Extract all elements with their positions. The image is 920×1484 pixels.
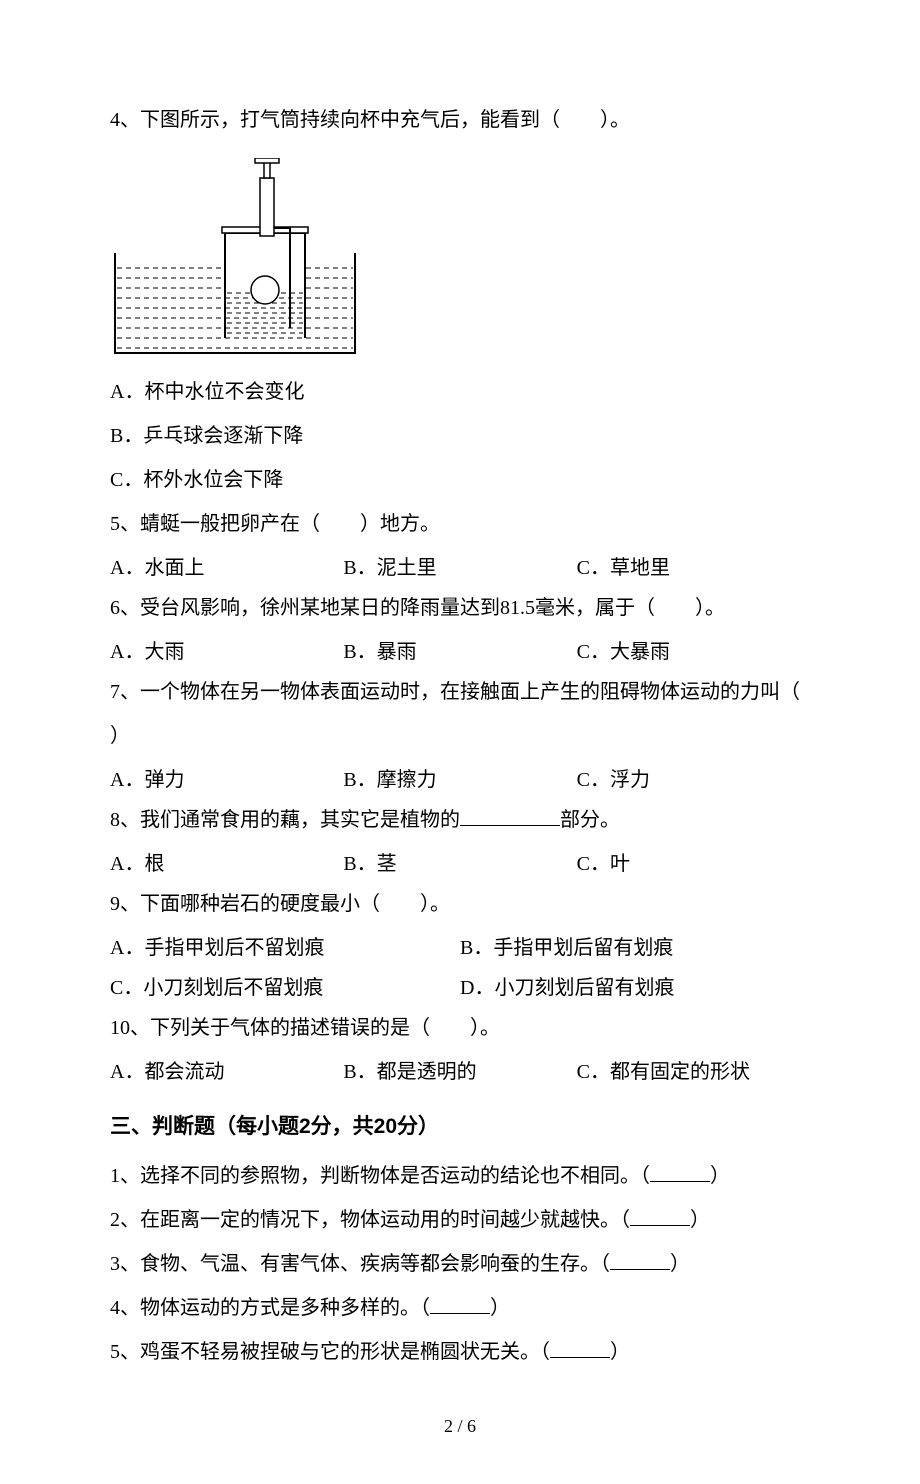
judge-5: 5、鸡蛋不轻易被捏破与它的形状是椭圆状无关。（ ） — [110, 1332, 810, 1372]
judge-3-close: ） — [670, 1253, 690, 1275]
q8-opt-a: A．根 — [110, 844, 343, 884]
q6-options: A．大雨 B．暴雨 C．大暴雨 — [110, 632, 810, 672]
judge-3-blank — [610, 1250, 670, 1270]
q6-stem: 6、受台风影响，徐州某地某日的降雨量达到81.5毫米，属于（ ）。 — [110, 588, 810, 628]
q5-opt-a: A．水面上 — [110, 548, 343, 588]
q5-opt-c: C．草地里 — [577, 548, 810, 588]
judge-1-close: ） — [710, 1165, 730, 1187]
q10-opt-b: B．都是透明的 — [343, 1052, 576, 1092]
q8-stem-b: 部分。 — [560, 809, 620, 831]
q10-options: A．都会流动 B．都是透明的 C．都有固定的形状 — [110, 1052, 810, 1092]
q9-stem: 9、下面哪种岩石的硬度最小（ ）。 — [110, 884, 810, 924]
q6-opt-a: A．大雨 — [110, 632, 343, 672]
q10-opt-c: C．都有固定的形状 — [577, 1052, 810, 1092]
q5-options: A．水面上 B．泥土里 C．草地里 — [110, 548, 810, 588]
q9-opt-d: D．小刀刻划后留有划痕 — [460, 968, 810, 1008]
judge-2: 2、在距离一定的情况下，物体运动用的时间越少就越快。（ ） — [110, 1200, 810, 1240]
q7-opt-b: B．摩擦力 — [343, 760, 576, 800]
pump-cup-diagram — [110, 158, 360, 358]
q8-opt-b: B．茎 — [343, 844, 576, 884]
q9-opt-c: C．小刀刻划后不留划痕 — [110, 968, 460, 1008]
judge-2-blank — [630, 1206, 690, 1226]
q9-opt-b: B．手指甲划后留有划痕 — [460, 928, 810, 968]
q7-opt-c: C．浮力 — [577, 760, 810, 800]
q8-options: A．根 B．茎 C．叶 — [110, 844, 810, 884]
q4-figure — [110, 158, 810, 358]
judge-4-close: ） — [490, 1297, 510, 1319]
q7-stem-line2: ） — [110, 716, 810, 756]
q8-opt-c: C．叶 — [577, 844, 810, 884]
q7-stem-line1: 7、一个物体在另一物体表面运动时，在接触面上产生的阻碍物体运动的力叫（ — [110, 672, 810, 712]
q8-stem: 8、我们通常食用的藕，其实它是植物的 部分。 — [110, 800, 810, 840]
q7-opt-a: A．弹力 — [110, 760, 343, 800]
judge-3-text: 3、食物、气温、有害气体、疾病等都会影响蚕的生存。（ — [110, 1253, 610, 1275]
judge-1-text: 1、选择不同的参照物，判断物体是否运动的结论也不相同。（ — [110, 1165, 650, 1187]
q7-options: A．弹力 B．摩擦力 C．浮力 — [110, 760, 810, 800]
q4-stem: 4、下图所示，打气筒持续向杯中充气后，能看到（ ）。 — [110, 100, 810, 140]
q6-opt-b: B．暴雨 — [343, 632, 576, 672]
judge-4-blank — [430, 1294, 490, 1314]
q5-opt-b: B．泥土里 — [343, 548, 576, 588]
page-footer: 2 / 6 — [110, 1408, 810, 1444]
judge-2-text: 2、在距离一定的情况下，物体运动用的时间越少就越快。（ — [110, 1209, 630, 1231]
q4-opt-a: A．杯中水位不会变化 — [110, 372, 810, 412]
judge-2-close: ） — [690, 1209, 710, 1231]
q9-options: A．手指甲划后不留划痕 B．手指甲划后留有划痕 C．小刀刻划后不留划痕 D．小刀… — [110, 928, 810, 1008]
judge-4: 4、物体运动的方式是多种多样的。（ ） — [110, 1288, 810, 1328]
judge-3: 3、食物、气温、有害气体、疾病等都会影响蚕的生存。（ ） — [110, 1244, 810, 1284]
q6-opt-c: C．大暴雨 — [577, 632, 810, 672]
judge-1: 1、选择不同的参照物，判断物体是否运动的结论也不相同。（ ） — [110, 1156, 810, 1196]
q5-stem: 5、蜻蜓一般把卵产在（ ）地方。 — [110, 504, 810, 544]
q8-stem-a: 8、我们通常食用的藕，其实它是植物的 — [110, 809, 460, 831]
judge-5-blank — [550, 1338, 610, 1358]
judge-5-text: 5、鸡蛋不轻易被捏破与它的形状是椭圆状无关。（ — [110, 1341, 550, 1363]
q10-opt-a: A．都会流动 — [110, 1052, 343, 1092]
section-3-heading: 三、判断题（每小题2分，共20分） — [110, 1106, 810, 1148]
judge-5-close: ） — [610, 1341, 630, 1363]
q8-blank — [460, 806, 560, 826]
judge-1-blank — [650, 1162, 710, 1182]
q4-opt-b: B．乒乓球会逐渐下降 — [110, 416, 810, 456]
q9-opt-a: A．手指甲划后不留划痕 — [110, 928, 460, 968]
q10-stem: 10、下列关于气体的描述错误的是（ ）。 — [110, 1008, 810, 1048]
judge-4-text: 4、物体运动的方式是多种多样的。（ — [110, 1297, 430, 1319]
q4-opt-c: C．杯外水位会下降 — [110, 460, 810, 500]
